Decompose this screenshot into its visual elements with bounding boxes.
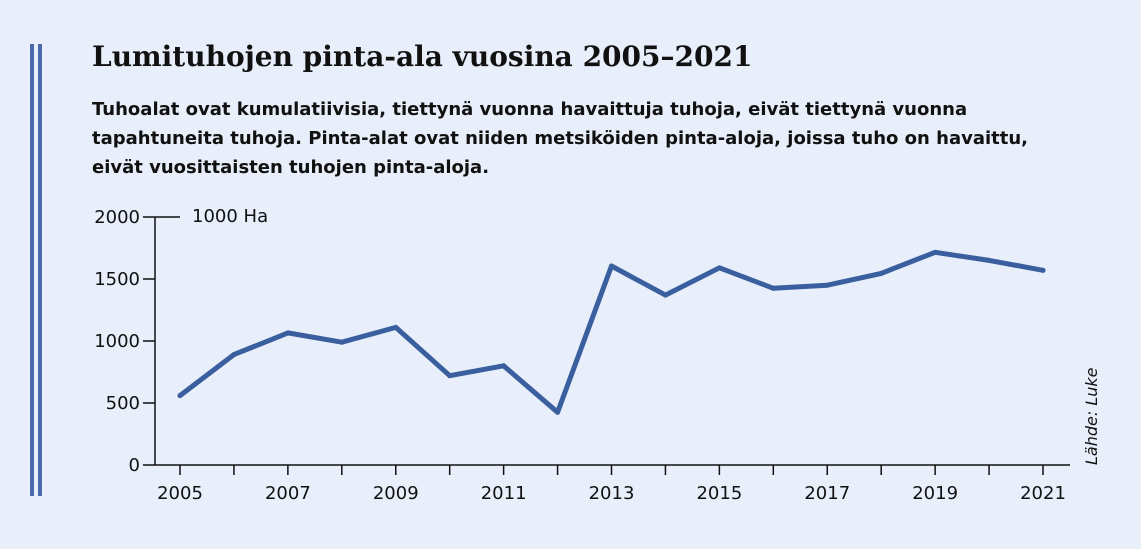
x-tick-label: 2009 [373,483,419,504]
data-points [177,249,1046,415]
data-point [662,292,668,298]
x-tick-label: 2019 [912,483,958,504]
data-point [339,339,345,345]
data-point [716,265,722,271]
y-tick-label: 1500 [94,269,140,290]
data-point [501,363,507,369]
data-point [824,282,830,288]
series-line [177,249,1046,415]
data-point [878,270,884,276]
data-point [609,263,614,269]
chart-title: Lumituhojen pinta-ala vuosina 2005–2021 [92,40,753,73]
x-tick-label: 2013 [589,483,635,504]
data-point [770,285,776,291]
data-point [231,352,237,358]
data-point [447,373,453,379]
data-point [393,324,399,330]
y-tick-label: 500 [106,393,140,414]
y-tick-label: 0 [129,455,140,476]
source-label: Lähde: Luke [1082,367,1101,465]
data-point [1040,267,1046,273]
x-tick-label: 2017 [804,483,850,504]
x-tick-label: 2015 [696,483,742,504]
x-tick-label: 2021 [1020,483,1066,504]
x-tick-label: 2005 [157,483,203,504]
accent-bar-left [30,44,34,496]
accent-bar-right [38,44,42,496]
data-point [932,249,938,255]
data-point [177,393,183,399]
data-point [285,330,291,336]
data-point [986,257,992,263]
y-axis-unit-label: 1000 Ha [192,206,268,227]
y-tick-label: 2000 [94,207,140,228]
x-ticks: 2005 2007 2009 2011 2013 2015 2017 2019 2021 [157,465,1066,504]
chart-subtitle: Tuhoalat ovat kumulatiivisia, tiettynä v… [92,99,1028,178]
y-tick-label: 1000 [94,331,140,352]
y-ticks: 0 500 1000 1500 2000 [94,207,180,476]
data-point [555,409,561,415]
x-tick-label: 2007 [265,483,311,504]
x-tick-label: 2011 [481,483,527,504]
